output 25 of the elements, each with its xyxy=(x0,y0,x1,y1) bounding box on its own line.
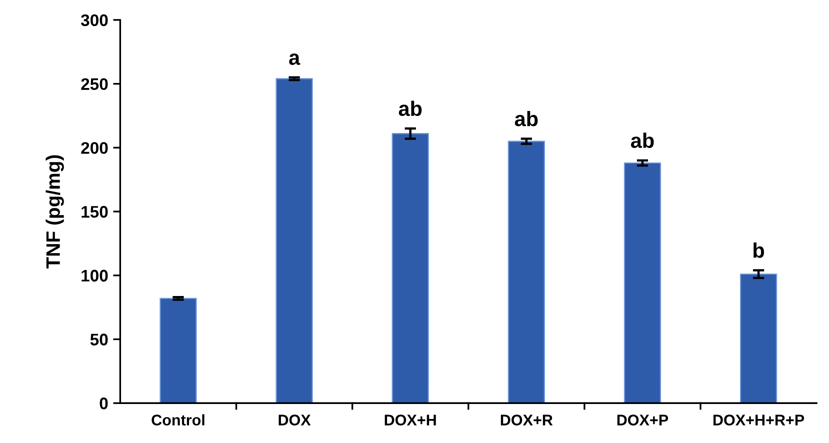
y-tick-label: 100 xyxy=(82,270,108,282)
bar xyxy=(276,78,313,404)
x-tick-label: Control xyxy=(152,414,204,426)
y-tick-label: 300 xyxy=(80,14,108,26)
x-tick-label: DOX xyxy=(278,414,311,426)
x-tick-label: DOX+H+R+P xyxy=(713,414,804,426)
bar xyxy=(160,298,197,404)
bar xyxy=(740,274,778,404)
annotation: ab xyxy=(398,100,422,116)
bar xyxy=(508,140,545,404)
bar xyxy=(392,133,429,404)
x-tick-label: DOX+P xyxy=(617,414,668,426)
x-tick-label: DOX+R xyxy=(500,414,553,426)
y-tick-label: 50 xyxy=(90,334,108,346)
annotation: a xyxy=(289,54,300,65)
annotation: ab xyxy=(630,132,654,148)
y-tick-label: 250 xyxy=(81,78,108,90)
annotation: ab xyxy=(514,110,538,126)
y-tick-label: 150 xyxy=(82,206,108,218)
y-tick-label: 0 xyxy=(100,398,108,410)
bar xyxy=(624,162,662,404)
annotation: b xyxy=(754,242,764,258)
y-tick-label: 200 xyxy=(81,142,108,154)
x-tick-label: DOX+H xyxy=(384,414,436,426)
y-axis-title: TNF (pg/mg) xyxy=(46,155,64,269)
